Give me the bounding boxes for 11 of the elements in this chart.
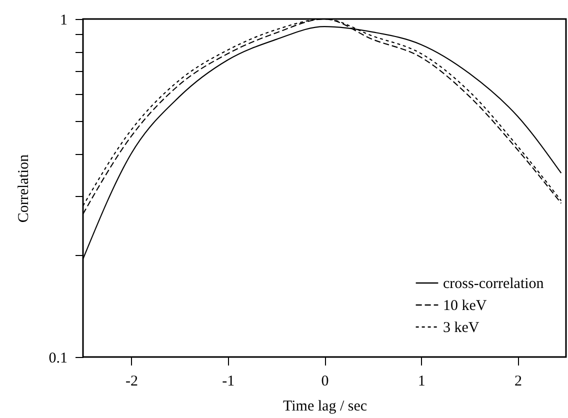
x-tick-label: -2	[126, 374, 138, 390]
x-tick-label: 0	[321, 374, 329, 390]
legend-label: 10 keV	[443, 298, 487, 314]
y-tick-label: 0.1	[48, 350, 68, 366]
legend-label: 3 keV	[443, 320, 480, 336]
x-tick-label: -1	[222, 374, 235, 390]
x-tick-label: 1	[418, 374, 426, 390]
y-axis-title: Correlation	[16, 154, 32, 223]
legend-label: cross-correlation	[443, 276, 544, 292]
x-tick-label: 2	[514, 374, 522, 390]
x-axis-title: Time lag / sec	[282, 398, 368, 414]
